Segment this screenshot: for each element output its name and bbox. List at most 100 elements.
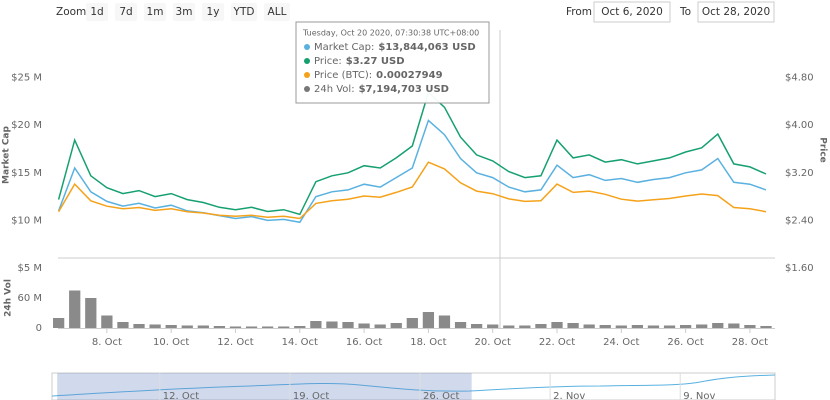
volume-bar xyxy=(631,325,644,328)
tooltip-value: 0.00027949 xyxy=(376,70,442,81)
volume-bar xyxy=(149,324,161,328)
volume-bar xyxy=(229,326,242,328)
x-tick-label: 8. Oct xyxy=(92,337,122,348)
tooltip-marker xyxy=(304,86,310,92)
navigator-frame xyxy=(51,372,776,400)
volume-bar xyxy=(696,324,708,328)
volume-bar xyxy=(406,318,418,328)
tooltip-value: $3.27 USD xyxy=(346,56,405,67)
zoom-button-label[interactable]: 3m xyxy=(176,6,193,18)
volume-bar xyxy=(438,315,451,328)
tooltip-marker xyxy=(304,72,310,78)
zoom-button-label[interactable]: YTD xyxy=(233,6,255,18)
volume-bar xyxy=(599,325,611,328)
zoom-button[interactable] xyxy=(264,3,290,21)
navigator-tick-label: 19. Oct xyxy=(293,391,329,400)
zoom-button-label[interactable]: 1m xyxy=(147,6,164,18)
tooltip-item: Market Cap: $13,844,063 USD xyxy=(314,42,476,53)
volume-bar xyxy=(454,322,467,328)
zoom-button[interactable] xyxy=(115,3,137,21)
tooltip-item: Price: $3.27 USD xyxy=(314,56,405,67)
volume-bar xyxy=(647,325,660,328)
volume-bar xyxy=(744,325,756,328)
volume-tick-label: 60 M xyxy=(17,293,42,304)
volume-bar xyxy=(663,325,676,328)
line-series xyxy=(57,161,767,220)
volume-bar xyxy=(133,324,145,328)
navigator-line xyxy=(51,374,776,397)
x-tick-label: 26. Oct xyxy=(667,337,703,348)
zoom-button-label[interactable]: 1d xyxy=(90,6,103,18)
volume-tick-label: 0 xyxy=(36,323,42,334)
tooltip-box xyxy=(295,21,490,104)
tooltip-marker xyxy=(304,58,310,64)
from-label: From xyxy=(566,6,592,18)
y-tick-label: $15 M xyxy=(11,168,42,179)
tooltip-label: Market Cap: xyxy=(314,42,374,53)
x-tick-label: 28. Oct xyxy=(732,337,768,348)
volume-bar xyxy=(535,324,547,328)
x-tick-label: 10. Oct xyxy=(153,337,189,348)
line-series xyxy=(57,119,767,224)
volume-bar xyxy=(294,326,306,328)
zoom-button[interactable] xyxy=(202,3,224,21)
tooltip-date: Tuesday, Oct 20 2020, 07:30:38 UTC+08:00 xyxy=(302,29,479,38)
tooltip-value: $13,844,063 USD xyxy=(378,42,475,53)
volume-bar xyxy=(503,325,515,328)
from-value[interactable]: Oct 6, 2020 xyxy=(601,6,663,18)
to-value[interactable]: Oct 28, 2020 xyxy=(702,6,770,18)
y2-tick-label: $3.20 xyxy=(785,168,814,179)
volume-bar xyxy=(390,323,402,328)
tooltip-item: 24h Vol: $7,194,703 USD xyxy=(314,84,449,95)
navigator-selection[interactable] xyxy=(57,373,472,400)
zoom-button-label[interactable]: 7d xyxy=(119,6,132,18)
volume-bar xyxy=(567,323,579,328)
volume-axis-title: 24h Vol xyxy=(4,279,14,317)
zoom-button[interactable] xyxy=(173,3,195,21)
navigator xyxy=(51,372,776,400)
navigator-tick-label: 12. Oct xyxy=(163,391,199,400)
volume-bar xyxy=(342,322,354,328)
y2-tick-label: $1.60 xyxy=(785,263,814,274)
zoom-label: Zoom xyxy=(56,6,86,18)
navigator-tick-label: 9. Nov xyxy=(683,391,715,400)
volume-bar xyxy=(326,321,338,328)
y2-tick-label: $4.80 xyxy=(785,73,814,84)
y2-tick-label: $2.40 xyxy=(785,215,814,226)
volume-bar xyxy=(101,315,113,328)
to-input[interactable] xyxy=(697,1,775,23)
volume-bar xyxy=(615,325,627,328)
volume-bar xyxy=(310,321,322,328)
volume-bar xyxy=(181,325,193,328)
from-input[interactable] xyxy=(593,1,671,23)
volume-bar xyxy=(519,325,531,328)
to-label: To xyxy=(679,6,691,18)
volume-bar xyxy=(728,323,740,328)
zoom-button-label[interactable]: ALL xyxy=(268,6,287,18)
volume-bar xyxy=(262,326,274,328)
y-tick-label: $5 M xyxy=(17,263,42,274)
zoom-button[interactable] xyxy=(144,3,166,21)
x-tick-label: 14. Oct xyxy=(282,337,318,348)
y-tick-label: $10 M xyxy=(11,215,42,226)
volume-bar xyxy=(85,298,97,328)
zoom-button[interactable] xyxy=(231,3,257,21)
navigator-tick-label: 26. Oct xyxy=(423,391,459,400)
volume-bar xyxy=(278,326,290,328)
tooltip-item: Price (BTC): 0.00027949 xyxy=(314,70,443,81)
volume-bar xyxy=(117,322,129,328)
volume-bar xyxy=(583,324,595,328)
zoom-button-label[interactable]: 1y xyxy=(207,6,220,18)
y2-axis-title: Price xyxy=(818,137,828,163)
volume-bar xyxy=(374,324,386,328)
tooltip-label: Price (BTC): xyxy=(314,70,372,81)
line-series xyxy=(57,91,767,216)
tooltip-label: 24h Vol: xyxy=(314,84,355,95)
tooltip-marker xyxy=(304,44,310,50)
volume-bar xyxy=(197,325,209,328)
y-tick-label: $20 M xyxy=(11,120,42,131)
volume-bar xyxy=(358,323,370,328)
zoom-button[interactable] xyxy=(86,3,108,21)
